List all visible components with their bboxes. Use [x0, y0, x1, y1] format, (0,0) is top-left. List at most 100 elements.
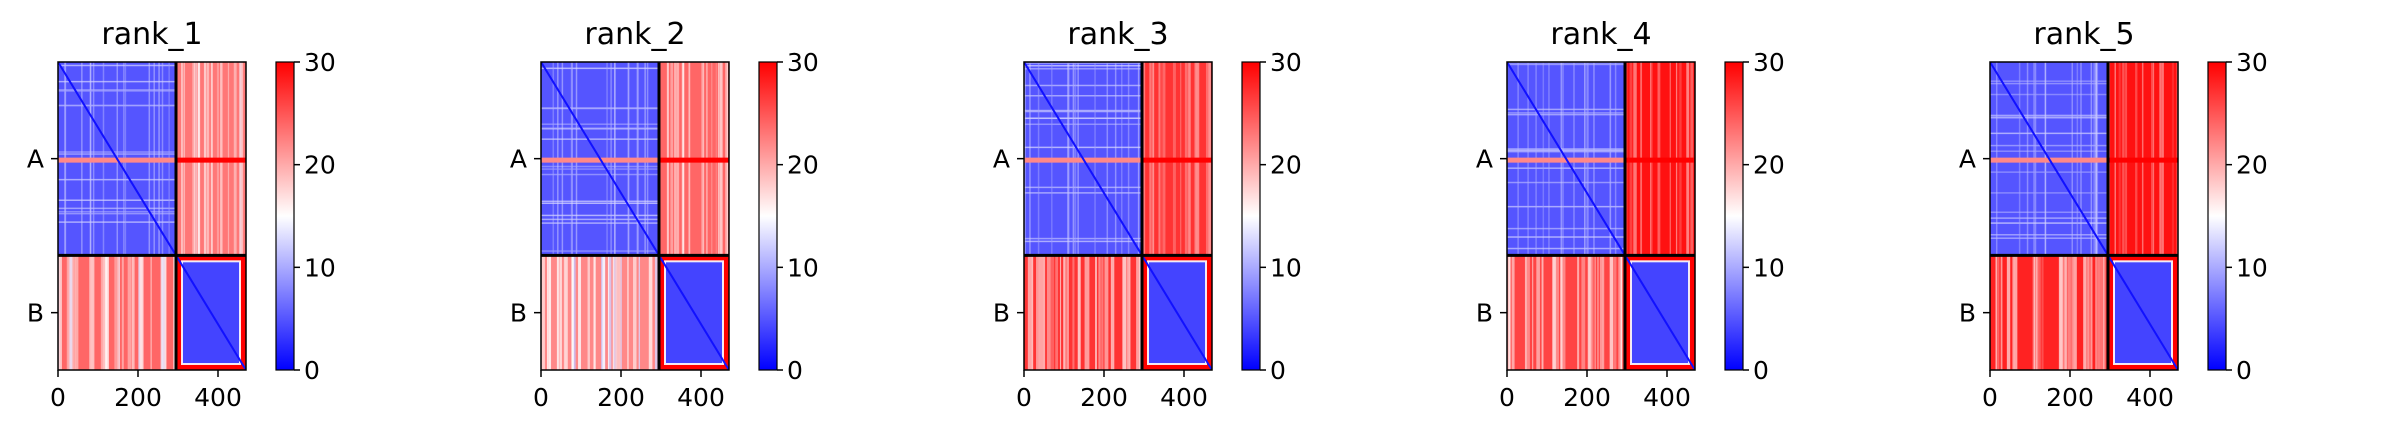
x-tick-label: 200	[114, 383, 162, 412]
heatmap-stripe	[1990, 80, 2108, 82]
heatmap-stripe	[1126, 255, 1131, 370]
heatmap-stripe	[2083, 255, 2087, 370]
heatmap-stripe	[1537, 255, 1539, 370]
x-tick-label: 200	[597, 383, 645, 412]
pae-panel-rank_2: rank_2 0 200 400 A B 0 10 20 30	[510, 17, 819, 412]
heatmap-edge	[1142, 255, 1212, 262]
colorbar-tick-label: 10	[1753, 253, 1785, 282]
heatmap-stripe	[1104, 255, 1109, 370]
y-tick-label: A	[510, 145, 527, 174]
heatmap-stripe	[1024, 123, 1142, 126]
heatmap-stripe	[1613, 255, 1617, 370]
heatmap-stripe	[1594, 255, 1596, 370]
colorbar-tick-label: 20	[304, 151, 336, 180]
heatmap-stripe	[1995, 255, 1998, 370]
heatmap-stripe	[1110, 255, 1115, 370]
heatmap-stripe	[1587, 255, 1591, 370]
x-tick-label: 400	[2126, 383, 2174, 412]
x-tick-label: 200	[1080, 383, 1128, 412]
heatmap-edge	[1142, 364, 1212, 370]
heatmap-stripe	[638, 255, 641, 370]
heatmap-stripe	[2095, 255, 2097, 370]
heatmap-stripe	[602, 255, 606, 370]
heatmap-stripe	[1990, 237, 2108, 239]
heatmap-stripe	[1990, 144, 2108, 147]
heatmap-stripe	[1990, 192, 2108, 194]
heatmap-diagonal	[1024, 62, 1143, 256]
heatmap-stripe	[2042, 255, 2044, 370]
heatmap-stripe	[1046, 255, 1051, 370]
colorbar-tick-label: 0	[1753, 356, 1769, 385]
heatmap-stripe	[1507, 62, 1625, 64]
heatmap-stripe	[1990, 217, 2108, 219]
heatmap-edge	[659, 255, 665, 370]
heatmap-stripe	[1024, 64, 1142, 67]
heatmap-stripe	[58, 104, 176, 107]
heatmap-block-B_A	[1507, 255, 1625, 370]
x-tick-label: 200	[1563, 383, 1611, 412]
heatmap	[1990, 62, 2178, 370]
heatmap-edge	[1625, 364, 1695, 370]
x-tick-label: 400	[1643, 383, 1691, 412]
heatmap-stripe	[1122, 255, 1127, 370]
heatmap-stripe	[1507, 112, 1625, 114]
x-tick-label: 200	[2046, 383, 2094, 412]
heatmap-stripe	[58, 221, 176, 223]
heatmap-stripe	[2034, 255, 2038, 370]
axes-frame	[1023, 61, 1213, 371]
heatmap-stripe	[1562, 255, 1566, 370]
heatmap-stripe	[1990, 115, 2108, 117]
heatmap-stripe	[560, 255, 562, 370]
heatmap-stripe	[1507, 205, 1625, 208]
heatmap-stripe	[1597, 255, 1599, 370]
heatmap-edge	[176, 255, 246, 262]
colorbar-tick-label: 30	[304, 48, 336, 77]
heatmap-stripe	[541, 107, 659, 110]
heatmap-stripe	[541, 250, 659, 252]
heatmap-stripe	[2058, 255, 2063, 370]
heatmap-stripe	[2104, 255, 2107, 370]
heatmap-stripe	[547, 255, 551, 370]
heatmap-stripe	[1507, 247, 1625, 250]
heatmap-stripe	[541, 202, 659, 205]
heatmap-stripe	[1507, 227, 1625, 230]
y-tick-label: B	[993, 299, 1010, 328]
heatmap-stripe	[648, 255, 653, 370]
heatmap-stripe	[1577, 255, 1580, 370]
heatmap-stripe	[2087, 255, 2090, 370]
heatmap-stripe	[1609, 255, 1614, 370]
axes-frame	[1506, 61, 1696, 371]
panel-title: rank_4	[1550, 17, 1651, 52]
heatmap-stripe	[563, 255, 568, 370]
heatmap-stripe	[1024, 110, 1142, 113]
heatmap-stripe	[1087, 255, 1090, 370]
heatmap-stripe	[66, 255, 69, 370]
heatmap-edge	[723, 255, 729, 370]
heatmap-edge	[1206, 255, 1212, 370]
heatmap-stripe	[541, 222, 659, 224]
heatmap-stripe	[2097, 255, 2100, 370]
heatmap-stripe	[58, 80, 176, 83]
heatmap-stripe	[1063, 255, 1065, 370]
y-tick-label: A	[993, 145, 1010, 174]
heatmap-stripe	[138, 255, 141, 370]
heatmap-stripe	[1557, 255, 1559, 370]
heatmap-stripe	[118, 255, 120, 370]
heatmap-stripe	[1511, 255, 1515, 370]
heatmap-edge	[1625, 255, 1695, 262]
heatmap-stripe	[58, 212, 176, 215]
heatmap-edge	[1689, 255, 1695, 370]
x-tick-label: 0	[1016, 383, 1032, 412]
heatmap-stripe	[541, 168, 659, 170]
heatmap-stripe	[541, 173, 659, 176]
heatmap-stripe	[1031, 255, 1034, 370]
heatmap-stripe	[2006, 255, 2011, 370]
axes-frame	[1989, 61, 2179, 371]
colorbar-tick-label: 10	[2236, 253, 2268, 282]
heatmap-stripe	[69, 255, 73, 370]
heatmap-stripe	[2073, 255, 2077, 370]
heatmap-stripe	[578, 255, 582, 370]
heatmap-stripe	[75, 255, 79, 370]
heatmap-stripe	[58, 89, 176, 91]
